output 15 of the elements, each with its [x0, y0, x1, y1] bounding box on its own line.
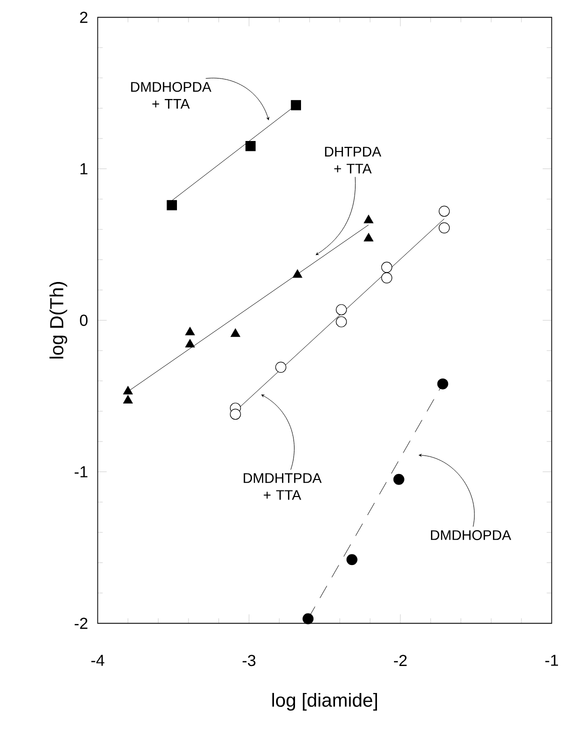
y-axis-title: log D(Th): [49, 282, 68, 358]
y-tick-label: -2: [74, 618, 88, 629]
x-axis-title: log [diamide]: [272, 692, 377, 711]
x-tick-label: -4: [91, 654, 104, 666]
y-tick-label: 2: [80, 12, 88, 23]
annotation: DMDHTPDA + TTA: [244, 473, 322, 500]
annotation: DMDHOPDA + TTA: [131, 82, 212, 109]
annotation: DHTPDA + TTA: [325, 146, 382, 174]
x-tick-label: -3: [242, 654, 256, 666]
y-tick-label: 1: [80, 163, 88, 174]
x-tick-label: -2: [394, 654, 407, 666]
x-tick-label: -1: [545, 654, 558, 666]
y-tick-label: 0: [80, 314, 88, 326]
y-tick-label: -1: [74, 466, 88, 478]
annotation: DMDHOPDA: [430, 530, 512, 540]
